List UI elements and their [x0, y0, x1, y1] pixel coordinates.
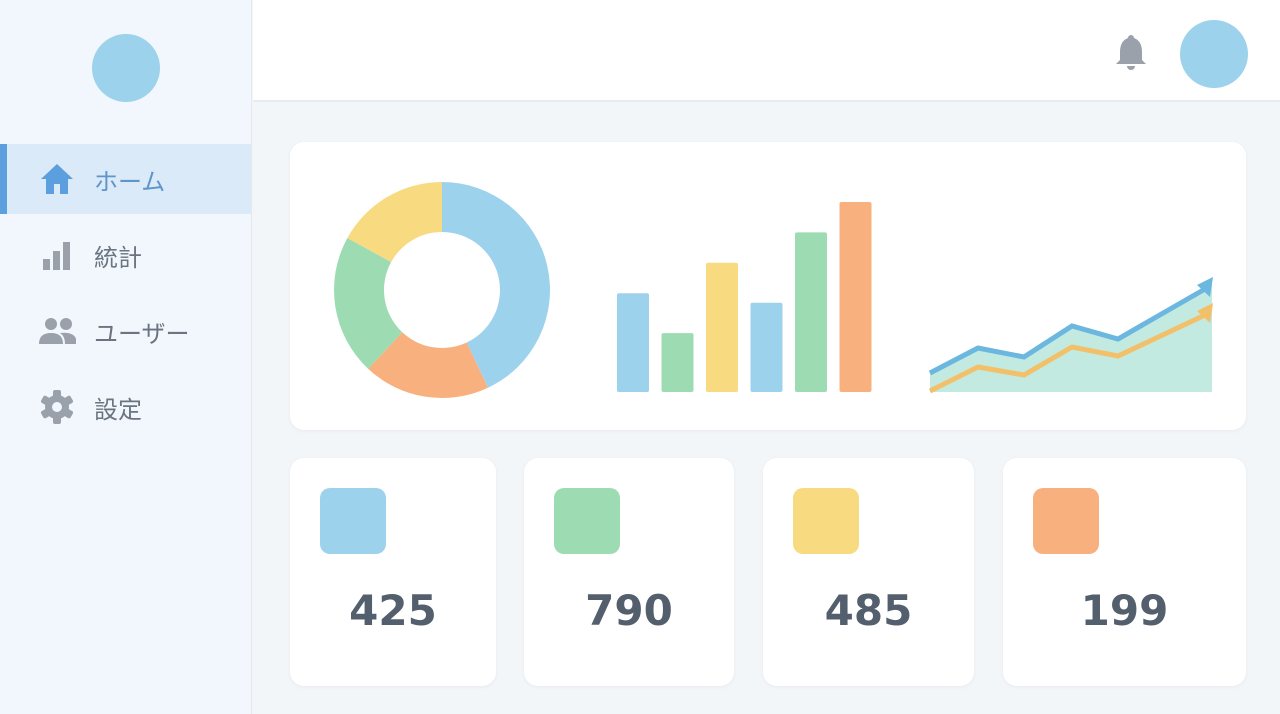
stat-value: 790 [585, 586, 673, 635]
sidebar-item-label: ユーザー [94, 319, 190, 348]
sidebar-item-label: 統計 [94, 243, 142, 272]
series-line [928, 312, 1207, 394]
bar [839, 202, 872, 392]
sidebar-item-stats[interactable]: 統計 [0, 220, 251, 290]
stat-swatch [554, 488, 620, 554]
series-line [928, 286, 1207, 376]
sidebar-item-label: ホーム [94, 167, 166, 196]
bar [661, 333, 694, 392]
arrow-head-icon [1197, 277, 1213, 297]
avatar[interactable] [1180, 20, 1248, 88]
bell-icon[interactable] [1114, 32, 1148, 76]
donut-slice [368, 332, 488, 399]
sidebar-item-users[interactable]: ユーザー [0, 296, 251, 366]
stat-card: 790 [524, 458, 734, 686]
bar [750, 302, 783, 392]
charts-card [290, 142, 1246, 430]
stat-card: 425 [290, 458, 496, 686]
stat-card: 485 [763, 458, 974, 686]
charts-canvas [334, 182, 1213, 399]
gear-icon [38, 388, 76, 426]
stat-value: 485 [824, 586, 913, 635]
donut-slice [334, 237, 403, 369]
bar [795, 232, 827, 392]
logo [92, 34, 160, 102]
stat-value: 199 [1080, 586, 1169, 635]
stat-card: 199 [1003, 458, 1246, 686]
sidebar: ホーム 統計 ユーザー 設定 [0, 0, 252, 714]
stat-value: 425 [349, 586, 437, 635]
bar [706, 262, 738, 392]
home-icon [38, 160, 76, 198]
header [253, 0, 1280, 102]
stat-swatch [1033, 488, 1099, 554]
bar-chart-icon [38, 236, 76, 274]
donut-slice [442, 182, 550, 388]
sidebar-item-label: 設定 [94, 395, 142, 424]
area-fill [930, 279, 1212, 392]
sidebar-item-settings[interactable]: 設定 [0, 372, 251, 442]
bar [617, 293, 649, 392]
stat-swatch [320, 488, 386, 554]
donut-slice [347, 182, 442, 263]
users-icon [38, 312, 76, 350]
sidebar-item-home[interactable]: ホーム [0, 144, 251, 214]
stat-swatch [793, 488, 859, 554]
arrow-head-icon [1197, 303, 1213, 323]
